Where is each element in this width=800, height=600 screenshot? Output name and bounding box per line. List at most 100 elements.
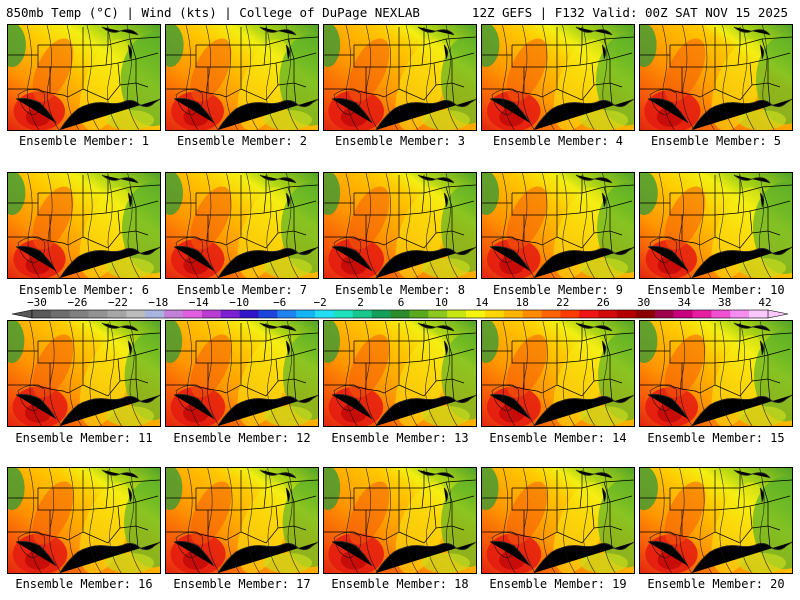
colorbar-tick-label: −2 <box>313 296 327 309</box>
ensemble-member-label: Ensemble Member: 4 <box>492 134 624 148</box>
great-lakes <box>417 174 455 208</box>
contours <box>333 25 459 130</box>
coastline <box>331 394 476 426</box>
ensemble-panel <box>165 320 319 427</box>
gulf-mild <box>738 553 786 573</box>
state-boundaries <box>324 470 476 549</box>
state-boundaries <box>324 323 476 402</box>
colorbar-tick-label: 26 <box>596 296 610 309</box>
colorbar-tick-label: 6 <box>397 296 405 309</box>
colorbar-swatch <box>164 310 184 318</box>
ensemble-member-label: Ensemble Member: 17 <box>173 577 311 591</box>
temperature-map <box>482 321 634 426</box>
ensemble-panel <box>639 320 793 427</box>
ensemble-member-label: Ensemble Member: 18 <box>331 577 469 591</box>
warm-plume <box>190 186 232 250</box>
ensemble-member-label: Ensemble Member: 19 <box>489 577 627 591</box>
cool-northwest <box>640 25 657 67</box>
colorbar-tick-label: 2 <box>357 296 364 309</box>
great-lakes <box>101 322 139 356</box>
colorbar-swatch <box>352 310 372 318</box>
state-boundaries <box>166 27 318 106</box>
colorbar-frame <box>31 309 769 319</box>
cool-northwest <box>640 321 658 363</box>
temperature-map <box>640 321 792 426</box>
cool-northwest <box>482 173 499 215</box>
colorbar-tick-label: 14 <box>475 296 489 309</box>
ensemble-member-label: Ensemble Member: 1 <box>18 134 150 148</box>
gulf-mild <box>264 553 312 573</box>
great-lakes <box>417 322 455 356</box>
gulf-mild <box>106 258 154 278</box>
gulf-mild <box>422 110 470 130</box>
ensemble-panel <box>165 172 319 279</box>
warm-plume <box>348 186 390 250</box>
coastline <box>331 541 476 573</box>
coastline <box>15 246 160 278</box>
ensemble-member-label: Ensemble Member: 13 <box>331 431 469 445</box>
contours <box>333 468 459 573</box>
coastline <box>489 394 634 426</box>
colorbar-swatch <box>654 310 674 318</box>
colorbar-swatch <box>560 310 580 318</box>
coastline <box>489 246 634 278</box>
warm-plume <box>506 186 548 250</box>
cool-northwest <box>640 468 658 510</box>
gulf-mild <box>422 553 470 573</box>
colorbar-tick-label: −14 <box>188 296 209 309</box>
warm-plume <box>506 334 548 398</box>
cool-northwest <box>166 173 183 215</box>
cool-northwest <box>8 173 26 215</box>
coastline <box>489 541 634 573</box>
ensemble-panel <box>481 467 635 574</box>
cool-northwest <box>324 25 341 67</box>
colorbar-swatch <box>522 310 542 318</box>
state-boundaries <box>482 470 634 549</box>
temperature-map <box>166 321 318 426</box>
state-boundaries <box>482 323 634 402</box>
colorbar-swatch <box>277 310 297 318</box>
contours <box>491 321 616 426</box>
contours <box>649 468 772 573</box>
ensemble-panel <box>481 320 635 427</box>
cool-northwest <box>166 468 183 510</box>
great-lakes <box>259 26 297 60</box>
gulf-mild <box>264 258 312 278</box>
great-lakes <box>733 322 771 356</box>
great-lakes <box>575 174 613 208</box>
colorbar-swatch <box>182 310 203 318</box>
warm-plume <box>506 38 548 102</box>
great-lakes <box>101 174 139 208</box>
ensemble-panel <box>165 467 319 574</box>
ensemble-panel <box>323 320 477 427</box>
cool-northwest <box>166 25 184 67</box>
colorbar-swatch <box>579 310 599 318</box>
great-lakes <box>417 26 455 60</box>
gulf-mild <box>106 110 154 130</box>
state-boundaries <box>640 323 792 402</box>
great-lakes <box>733 26 771 60</box>
great-lakes <box>733 469 771 503</box>
great-lakes <box>575 26 613 60</box>
temperature-map <box>324 173 476 278</box>
ensemble-member-label: Ensemble Member: 14 <box>489 431 627 445</box>
state-boundaries <box>482 27 634 106</box>
contours <box>649 25 775 130</box>
temperature-map <box>8 321 160 426</box>
contours <box>649 321 773 426</box>
colorbar-swatch <box>484 310 505 318</box>
colorbar-swatch <box>749 310 769 318</box>
colorbar-swatch <box>409 310 429 318</box>
temperature-map <box>640 173 792 278</box>
ensemble-panel <box>639 24 793 131</box>
colorbar-swatch <box>50 310 71 318</box>
temperature-map <box>324 321 476 426</box>
contours <box>17 321 142 426</box>
colorbar-swatch <box>201 310 222 318</box>
colorbar-tick-label: 30 <box>637 296 651 309</box>
great-lakes <box>259 174 297 208</box>
colorbar-swatch <box>220 310 240 318</box>
colorbar-swatch <box>371 310 391 318</box>
colorbar-swatch <box>503 310 523 318</box>
ensemble-member-label: Ensemble Member: 9 <box>492 283 624 297</box>
